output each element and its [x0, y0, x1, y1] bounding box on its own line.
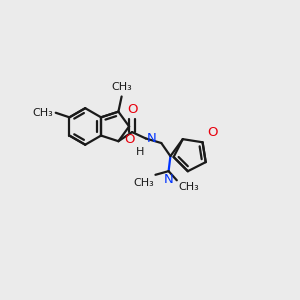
- Text: O: O: [207, 126, 217, 139]
- Text: O: O: [127, 103, 137, 116]
- Text: N: N: [164, 172, 173, 186]
- Text: CH₃: CH₃: [133, 178, 154, 188]
- Text: N: N: [147, 132, 157, 145]
- Text: CH₃: CH₃: [32, 108, 53, 118]
- Text: CH₃: CH₃: [111, 82, 132, 92]
- Text: CH₃: CH₃: [178, 182, 199, 192]
- Text: O: O: [124, 133, 134, 146]
- Text: H: H: [136, 147, 145, 157]
